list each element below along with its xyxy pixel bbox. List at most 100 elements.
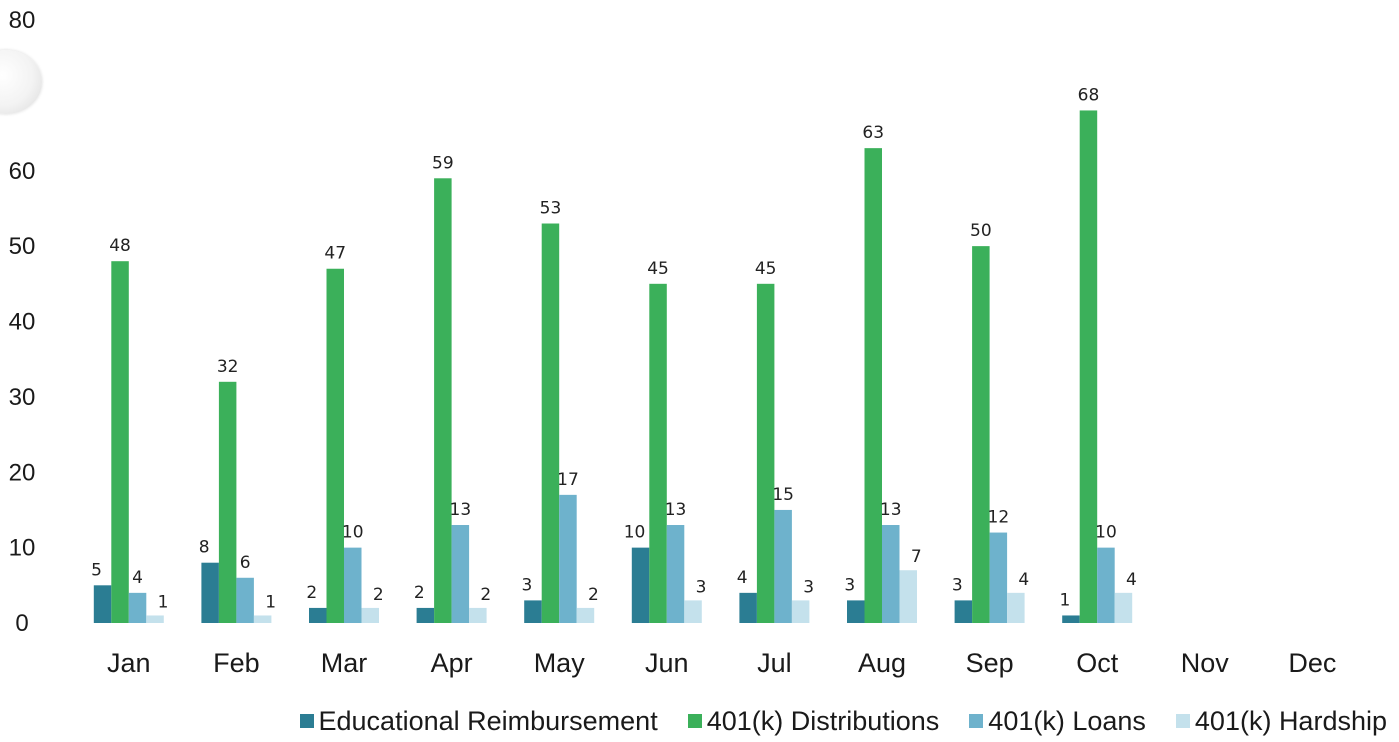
legend-label: 401(k) Loans [988,705,1146,736]
data-label: 4 [1126,570,1137,590]
x-tick-label: Apr [431,648,473,678]
data-label: 4 [132,568,143,588]
data-label: 2 [588,585,599,605]
data-label: 10 [342,523,364,543]
bar [756,283,775,623]
data-label: 1 [158,592,169,612]
y-tick-label: 40 [9,309,36,336]
bar [899,570,917,623]
data-label: 50 [970,221,992,241]
legend-swatch [969,714,984,728]
legend-item: 401(k) Loans [969,706,1146,737]
y-tick-label: 10 [9,535,36,562]
bar [1114,592,1133,623]
data-label: 8 [199,538,210,558]
x-tick-label: Nov [1181,648,1230,678]
legend-swatch [687,714,702,728]
y-tick-label: 50 [9,233,36,260]
data-label: 7 [911,547,922,567]
bar [576,607,595,623]
data-label: 3 [803,577,814,597]
legend-label: 401(k) Distributions [706,705,940,736]
x-tick-label: Feb [213,648,260,678]
bar [434,178,452,624]
data-label: 45 [647,259,669,279]
data-label: 68 [1078,85,1100,105]
bar [469,607,487,623]
bar [344,547,362,624]
bar [649,283,667,623]
legend-item: 401(k) Hardship [1175,706,1387,737]
data-label: 1 [265,592,276,612]
x-tick-label: Mar [321,648,368,678]
legend-swatch [1175,714,1190,728]
data-label: 10 [1095,523,1117,543]
bar [882,525,900,623]
data-label: 2 [373,585,384,605]
bar [739,592,757,623]
data-label: 3 [696,577,707,597]
x-tick-label: Jul [757,648,792,678]
bar [451,525,470,623]
bar [1007,592,1025,623]
data-label: 47 [324,244,346,264]
bar [361,607,379,623]
data-label: 6 [240,553,251,573]
x-tick-label: Aug [858,648,906,678]
data-label: 3 [952,575,963,595]
bar [93,585,112,623]
legend-item: 401(k) Distributions [687,705,940,737]
data-label: 17 [557,470,579,490]
data-label: 2 [306,583,317,603]
bar [1079,110,1098,623]
x-tick-label: Oct [1076,648,1119,678]
x-tick-label: Dec [1288,648,1336,678]
bar [201,562,219,623]
bar [128,592,147,623]
bar [954,600,973,623]
bar [146,615,164,623]
bar [326,268,344,623]
legend-item: Educational Reimbursement [299,705,658,737]
data-label: 3 [522,575,533,595]
data-label: 45 [755,259,777,279]
legend: Educational Reimbursement 401(k) Distribu… [0,700,1399,742]
bar [864,148,882,623]
bar [541,223,560,623]
legend-swatch [299,714,314,728]
y-tick-label: 0 [15,610,28,637]
data-label: 4 [1018,570,1029,590]
data-label: 59 [432,153,454,173]
bar [1062,615,1080,623]
data-label: 1 [1060,590,1071,610]
bar [218,381,237,623]
data-label: 2 [480,585,491,605]
x-tick-label: May [534,648,586,678]
bar [972,246,990,624]
data-label: 3 [844,575,855,595]
y-tick-label: 20 [9,459,36,486]
data-label: 48 [109,236,131,256]
data-label: 63 [862,123,884,143]
y-axis: 0 10 20 30 40 50 60 80 [9,7,36,637]
bar [416,607,435,623]
data-label: 2 [414,583,425,603]
y-tick-label: 80 [9,7,36,34]
data-label: 5 [91,560,102,580]
bar [524,600,542,623]
x-tick-label: Jun [645,648,689,678]
bar [111,261,129,623]
bar [631,547,650,624]
x-tick-label: Sep [966,648,1014,678]
bar [236,577,254,623]
legend-label: Educational Reimbursement [318,705,658,736]
bar [559,494,577,623]
bars-group [93,110,1133,624]
bar [847,600,865,623]
data-label: 4 [737,568,748,588]
x-tick-label: Jan [107,648,151,678]
data-label: 15 [772,485,794,505]
y-tick-label: 30 [9,384,36,411]
